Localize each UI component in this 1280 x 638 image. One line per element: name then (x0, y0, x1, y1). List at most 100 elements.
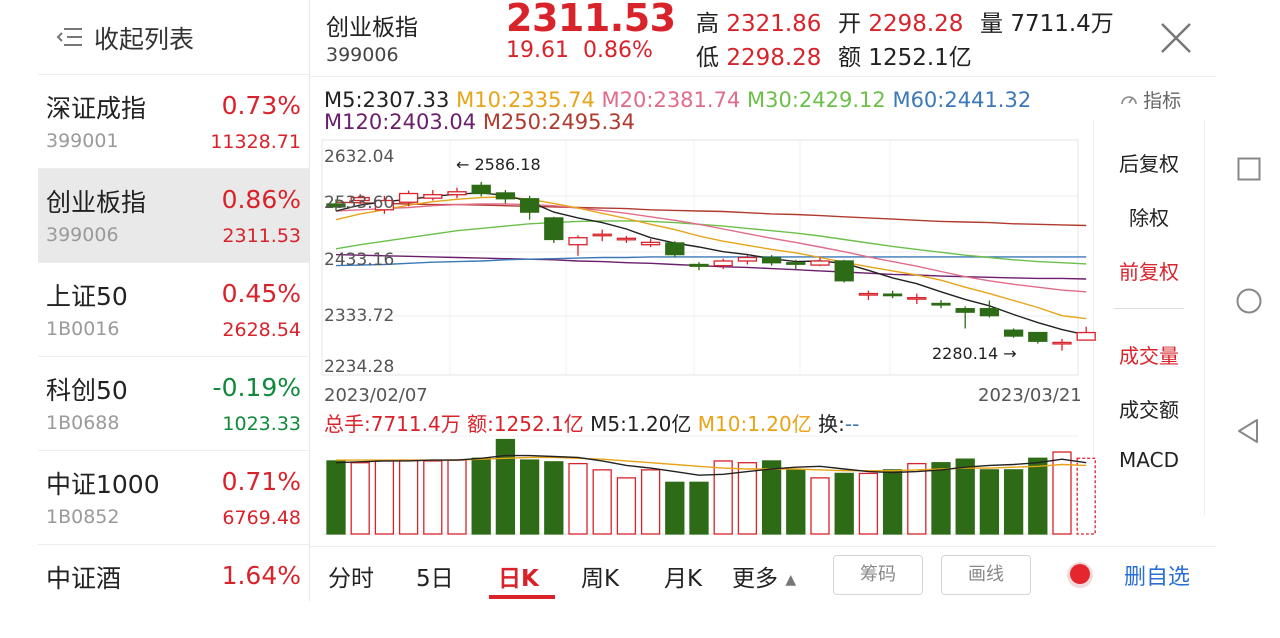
option-back-adjusted[interactable]: 后复权 (1119, 152, 1179, 176)
volume-bar-up (423, 460, 443, 535)
stock-price: 6769.48 (222, 507, 301, 529)
stock-item-kc50[interactable]: 科创50 1B0688 -0.19% 1023.33 (38, 357, 309, 451)
tab-weekly-k[interactable]: 周K (581, 566, 620, 592)
collapse-list-button[interactable]: 收起列表 (38, 0, 309, 75)
volume-bar-down (495, 438, 516, 535)
ma250-line (335, 201, 1087, 227)
volume-value: 7711.4万 (1010, 11, 1114, 37)
open-stat: 开 2298.28 (838, 4, 963, 38)
volume-bar-down (931, 462, 951, 535)
volume-bar-down (786, 469, 806, 535)
option-macd[interactable]: MACD (1119, 448, 1179, 472)
ma250-value: M250:2495.34 (482, 110, 635, 134)
indicator-label: 指标 (1143, 90, 1182, 112)
candle-down (882, 293, 903, 297)
active-tab-indicator (489, 595, 555, 599)
stock-item-cybz[interactable]: 创业板指 399006 0.86% 2311.53 (38, 169, 309, 263)
candle-up (592, 233, 612, 237)
collapse-list-label: 收起列表 (94, 25, 195, 54)
volume-ma5: M5:1.20亿 (590, 412, 692, 436)
candle-down (326, 203, 346, 208)
tab-5day[interactable]: 5日 (416, 566, 454, 592)
tab-more[interactable]: 更多 ▲ (732, 559, 796, 593)
volume-bar-down (544, 461, 564, 535)
stock-price: 2628.54 (222, 319, 301, 341)
high-note: 2586.18 (474, 155, 541, 174)
candle-down (1028, 331, 1048, 342)
candle-up (447, 191, 467, 196)
volume-bar-down (519, 459, 540, 535)
gauge-icon (1121, 96, 1137, 105)
remove-watchlist-button[interactable]: 删自选 (1124, 565, 1191, 590)
candle-down (786, 262, 806, 265)
ma-legend-row2: M120:2403.04 M250:2495.34 (324, 110, 635, 134)
candle-up (616, 237, 637, 241)
collapse-icon (56, 28, 82, 46)
tab-daily-k[interactable]: 日K (498, 566, 539, 592)
stock-change-pct: 1.64% (221, 561, 301, 590)
candle-up (374, 199, 395, 211)
back-icon[interactable] (1236, 418, 1260, 444)
candle-down (1003, 329, 1024, 337)
amount-stat: 额 1252.1亿 (838, 38, 972, 72)
volume-bar-up (398, 459, 419, 535)
amount-label: 额 (838, 45, 861, 71)
stock-item-sz50[interactable]: 上证50 1B0016 0.45% 2628.54 (38, 263, 309, 357)
candle-down (471, 184, 491, 195)
stock-item-zzj[interactable]: 中证酒 1.64% (38, 545, 309, 638)
tab-monthly-k[interactable]: 月K (664, 566, 703, 592)
volume-bar-down (761, 460, 782, 535)
volume-bar-up (1076, 457, 1096, 535)
volume-bar-down (689, 481, 709, 535)
volume-bar-up (1052, 451, 1072, 535)
close-icon[interactable] (1158, 20, 1194, 56)
candle-down (834, 260, 854, 282)
candle-down (495, 192, 516, 200)
indicator-button[interactable]: 指标 (1120, 86, 1181, 113)
options-divider (1114, 308, 1184, 309)
open-label: 开 (838, 11, 861, 37)
volume-bar-up (858, 472, 879, 535)
ma10-line (335, 196, 1087, 320)
stock-item-zz1000[interactable]: 中证1000 1B0852 0.71% 6769.48 (38, 451, 309, 545)
home-icon[interactable] (1235, 287, 1263, 315)
change-pct: 0.86% (582, 38, 653, 63)
candle-up (398, 192, 419, 203)
chips-button[interactable]: 筹码 (833, 555, 923, 595)
tab-intraday[interactable]: 分时 (328, 566, 374, 592)
ma60-value: M60:2441.32 (892, 88, 1032, 112)
candle-up (713, 260, 733, 267)
high-stat: 高 2321.86 (696, 4, 821, 38)
candle-up (1052, 341, 1072, 345)
draw-line-button[interactable]: 画线 (941, 555, 1031, 595)
candle-down (544, 217, 564, 241)
low-note: 2280.14 (932, 344, 999, 363)
volume-bar-down (882, 469, 903, 535)
turnover-label: 换: (818, 412, 845, 436)
stock-code: 399006 (46, 224, 119, 246)
y-axis-label: 2333.72 (324, 306, 395, 326)
candle-up (1076, 331, 1096, 341)
kline-chart[interactable] (0, 0, 1280, 601)
stock-change-pct: 0.73% (221, 91, 301, 120)
candle-down (519, 198, 540, 213)
option-volume[interactable]: 成交量 (1119, 344, 1179, 368)
candle-down (665, 242, 685, 256)
option-amount[interactable]: 成交额 (1119, 398, 1179, 422)
volume-stat: 量 7711.4万 (980, 4, 1114, 38)
low-value: 2298.28 (726, 45, 822, 71)
record-icon[interactable] (1066, 555, 1098, 595)
option-forward-adjusted[interactable]: 前复权 (1119, 260, 1179, 284)
volume-bar-up (592, 469, 612, 535)
y-axis-label: 2433.16 (324, 250, 395, 270)
candle-up (858, 292, 879, 296)
stock-item-szcz[interactable]: 深证成指 399001 0.73% 11328.71 (38, 75, 309, 169)
recent-apps-icon[interactable] (1237, 157, 1261, 181)
open-value: 2298.28 (868, 11, 964, 37)
option-ex-rights[interactable]: 除权 (1129, 206, 1169, 230)
change-value: 19.61 (506, 38, 569, 63)
turnover-value: -- (844, 412, 860, 436)
stock-change-pct: 0.45% (221, 279, 301, 308)
caret-up-icon: ▲ (785, 572, 797, 588)
stock-name: 中证1000 (46, 470, 160, 499)
